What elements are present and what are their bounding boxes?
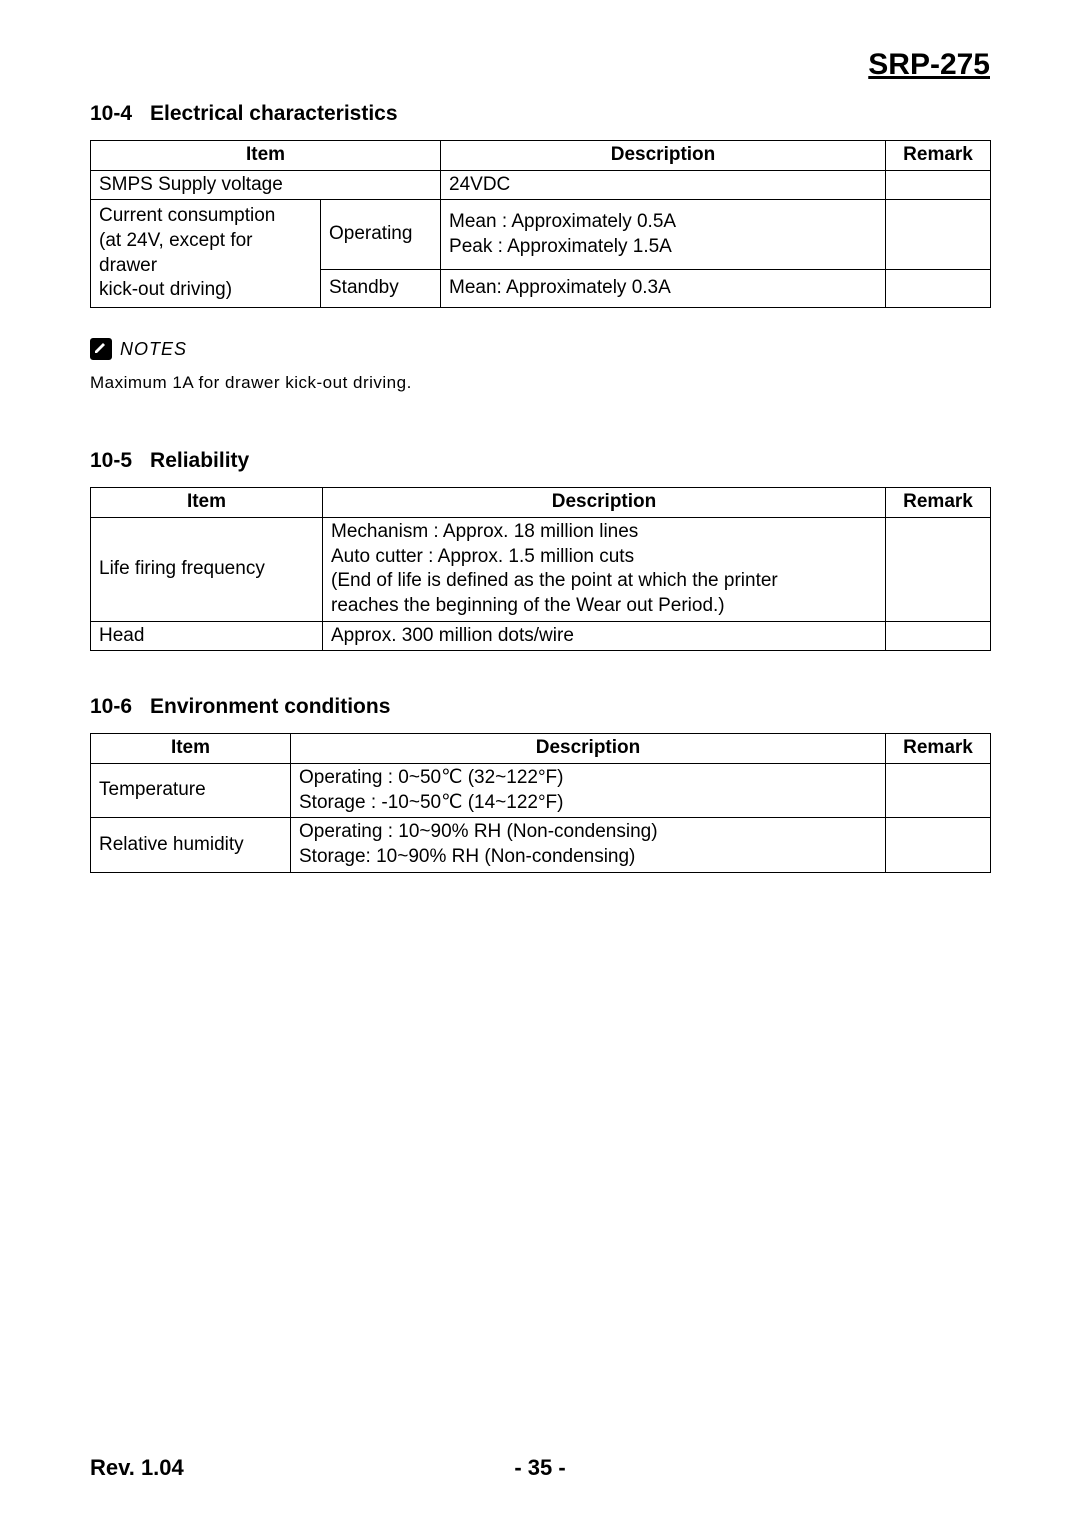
table-row: Relative humidity Operating : 10~90% RH … — [91, 818, 991, 872]
table-row: Item Description Remark — [91, 734, 991, 764]
pencil-icon — [90, 338, 112, 360]
cell-remark — [886, 818, 991, 872]
th-item: Item — [91, 488, 323, 518]
page-footer: Rev. 1.04 - 35 - Rev. 1.04 — [90, 1455, 990, 1481]
cell-remark — [886, 270, 991, 308]
text-line: (End of life is defined as the point at … — [331, 570, 778, 591]
table-row: Temperature Operating : 0~50℃ (32~122°F)… — [91, 763, 991, 817]
cell-desc: Mean : Approximately 0.5A Peak : Approxi… — [441, 200, 886, 270]
th-description: Description — [441, 141, 886, 171]
text-line: Peak : Approximately 1.5A — [449, 236, 672, 257]
section-title: Environment conditions — [150, 695, 390, 718]
cell-desc: Mean: Approximately 0.3A — [441, 270, 886, 308]
text-line: Mechanism : Approx. 18 million lines — [331, 521, 638, 542]
table-row: Item Description Remark — [91, 141, 991, 171]
page-number: - 35 - — [514, 1455, 565, 1481]
cell-item: Temperature — [91, 763, 291, 817]
text-line: Mean : Approximately 0.5A — [449, 211, 676, 232]
page: SRP-275 10-4 Electrical characteristics I… — [0, 0, 1080, 1527]
section-number: 10-5 — [90, 449, 132, 472]
text-line: Operating : 10~90% RH (Non-condensing) — [299, 821, 658, 842]
section-heading-10-4: 10-4 Electrical characteristics — [90, 102, 990, 126]
table-row: Life firing frequency Mechanism : Approx… — [91, 517, 991, 621]
th-remark: Remark — [886, 141, 991, 171]
cell-remark — [886, 200, 991, 270]
cell-desc: Approx. 300 million dots/wire — [323, 621, 886, 651]
cell-remark — [886, 763, 991, 817]
cell-remark — [886, 517, 991, 621]
cell-item: Life firing frequency — [91, 517, 323, 621]
table-reliability: Item Description Remark Life firing freq… — [90, 487, 991, 651]
text-line: reaches the beginning of the Wear out Pe… — [331, 595, 725, 616]
table-row: Current consumption (at 24V, except for … — [91, 200, 991, 270]
section-heading-10-6: 10-6 Environment conditions — [90, 695, 990, 719]
cell-remark — [886, 621, 991, 651]
text-line: Current consumption — [99, 205, 275, 226]
section-number: 10-4 — [90, 102, 132, 125]
cell-item: SMPS Supply voltage — [91, 170, 441, 200]
cell-item: Relative humidity — [91, 818, 291, 872]
notes-block: NOTES Maximum 1A for drawer kick-out dri… — [90, 338, 990, 393]
text-line: Operating : 0~50℃ (32~122°F) — [299, 767, 563, 788]
section-heading-10-5: 10-5 Reliability — [90, 449, 990, 473]
notes-label: NOTES — [90, 338, 187, 360]
th-remark: Remark — [886, 734, 991, 764]
notes-text: Maximum 1A for drawer kick-out driving. — [90, 373, 990, 393]
table-environment: Item Description Remark Temperature Oper… — [90, 733, 991, 872]
cell-mode: Standby — [321, 270, 441, 308]
th-remark: Remark — [886, 488, 991, 518]
th-item: Item — [91, 141, 441, 171]
text-line: Storage : -10~50℃ (14~122°F) — [299, 792, 563, 813]
notes-label-text: NOTES — [120, 339, 187, 360]
text-line: Auto cutter : Approx. 1.5 million cuts — [331, 546, 634, 567]
section-title: Reliability — [150, 449, 249, 472]
cell-remark — [886, 170, 991, 200]
table-row: Head Approx. 300 million dots/wire — [91, 621, 991, 651]
table-row: SMPS Supply voltage 24VDC — [91, 170, 991, 200]
cell-item: Head — [91, 621, 323, 651]
table-electrical: Item Description Remark SMPS Supply volt… — [90, 140, 991, 308]
table-row: Item Description Remark — [91, 488, 991, 518]
text-line: Storage: 10~90% RH (Non-condensing) — [299, 846, 635, 867]
text-line: kick-out driving) — [99, 279, 232, 300]
cell-desc: Operating : 10~90% RH (Non-condensing) S… — [291, 818, 886, 872]
cell-desc: 24VDC — [441, 170, 886, 200]
cell-desc: Operating : 0~50℃ (32~122°F) Storage : -… — [291, 763, 886, 817]
th-description: Description — [291, 734, 886, 764]
section-title: Electrical characteristics — [150, 102, 398, 125]
th-description: Description — [323, 488, 886, 518]
text-line: (at 24V, except for drawer — [99, 230, 253, 276]
section-number: 10-6 — [90, 695, 132, 718]
revision-label: Rev. 1.04 — [90, 1455, 184, 1481]
cell-item: Current consumption (at 24V, except for … — [91, 200, 321, 308]
th-item: Item — [91, 734, 291, 764]
cell-desc: Mechanism : Approx. 18 million lines Aut… — [323, 517, 886, 621]
document-title: SRP-275 — [90, 48, 990, 82]
cell-mode: Operating — [321, 200, 441, 270]
